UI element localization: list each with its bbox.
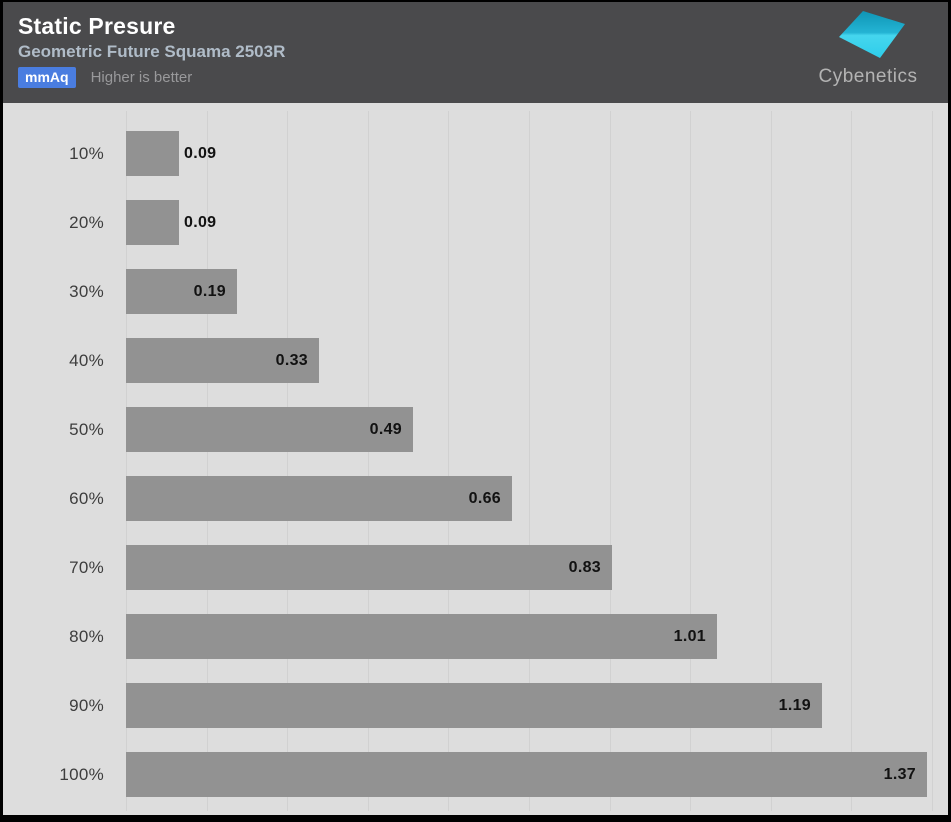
bar: 0.49 [126,407,413,452]
category-label: 50% [69,419,104,439]
gridline [206,111,208,811]
bar: 0.33 [126,338,319,383]
value-label: 0.19 [193,282,226,300]
unit-badge: mmAq [18,67,76,88]
category-label: 40% [69,350,104,370]
bar-row: 10% 0.09 [3,119,948,188]
bar-row: 60% 0.66 [3,464,948,533]
value-label: 1.01 [673,627,706,645]
bar-row: 80% 1.01 [3,602,948,671]
bar: 0.66 [126,476,512,521]
gridline [126,111,127,811]
category-label: 10% [69,143,104,163]
cybenetics-logo: Cybenetics [816,8,920,88]
bar: 1.19 [126,683,822,728]
cybenetics-logo-text: Cybenetics [818,66,918,87]
bar-row: 50% 0.49 [3,395,948,464]
bar-row: 30% 0.19 [3,257,948,326]
bar: 0.83 [126,545,612,590]
category-label: 100% [59,764,104,784]
bar: 1.37 [126,752,927,797]
bar: 0.19 [126,269,237,314]
value-label: 1.19 [778,696,811,714]
gridline [609,111,611,811]
chart-card: Static Presure Geometric Future Squama 2… [3,2,948,815]
chart-header: Static Presure Geometric Future Squama 2… [3,2,948,103]
category-label: 80% [69,626,104,646]
chart-title: Static Presure [18,13,176,39]
value-label: 0.83 [568,558,601,576]
bar-row: 20% 0.09 [3,188,948,257]
chart-meta-row: mmAq Higher is better [18,67,948,88]
gridline [448,111,450,811]
higher-is-better-note: Higher is better [90,69,193,86]
bar-row: 40% 0.33 [3,326,948,395]
gridline [367,111,369,811]
category-label: 60% [69,488,104,508]
bar-rows: 10% 0.09 20% 0.09 30% 0.19 40% 0.33 50% 0.49 60% 0.… [3,103,948,815]
cybenetics-logo-icon [839,11,905,58]
gridline [932,111,933,811]
bar: 0.09 [126,131,216,176]
chart-subtitle: Geometric Future Squama 2503R [18,42,286,61]
category-label: 70% [69,557,104,577]
bar-chart: 10% 0.09 20% 0.09 30% 0.19 40% 0.33 50% 0.49 60% 0.… [3,103,948,815]
value-label: 0.66 [468,489,501,507]
bar: 0.09 [126,200,216,245]
bar-row: 70% 0.83 [3,533,948,602]
bar: 1.01 [126,614,717,659]
value-label: 1.37 [883,765,916,783]
gridlines [3,103,948,815]
gridline [770,111,772,811]
value-label: 0.33 [275,351,308,369]
gridline [529,111,530,811]
value-label: 0.09 [184,144,217,162]
gridline [690,111,692,811]
gridline [851,111,853,811]
category-label: 90% [69,695,104,715]
bar-row: 100% 1.37 [3,740,948,809]
category-label: 30% [69,281,104,301]
value-label: 0.49 [369,420,402,438]
bar-row: 90% 1.19 [3,671,948,740]
category-label: 20% [69,212,104,232]
gridline [287,111,289,811]
value-label: 0.09 [184,213,217,231]
